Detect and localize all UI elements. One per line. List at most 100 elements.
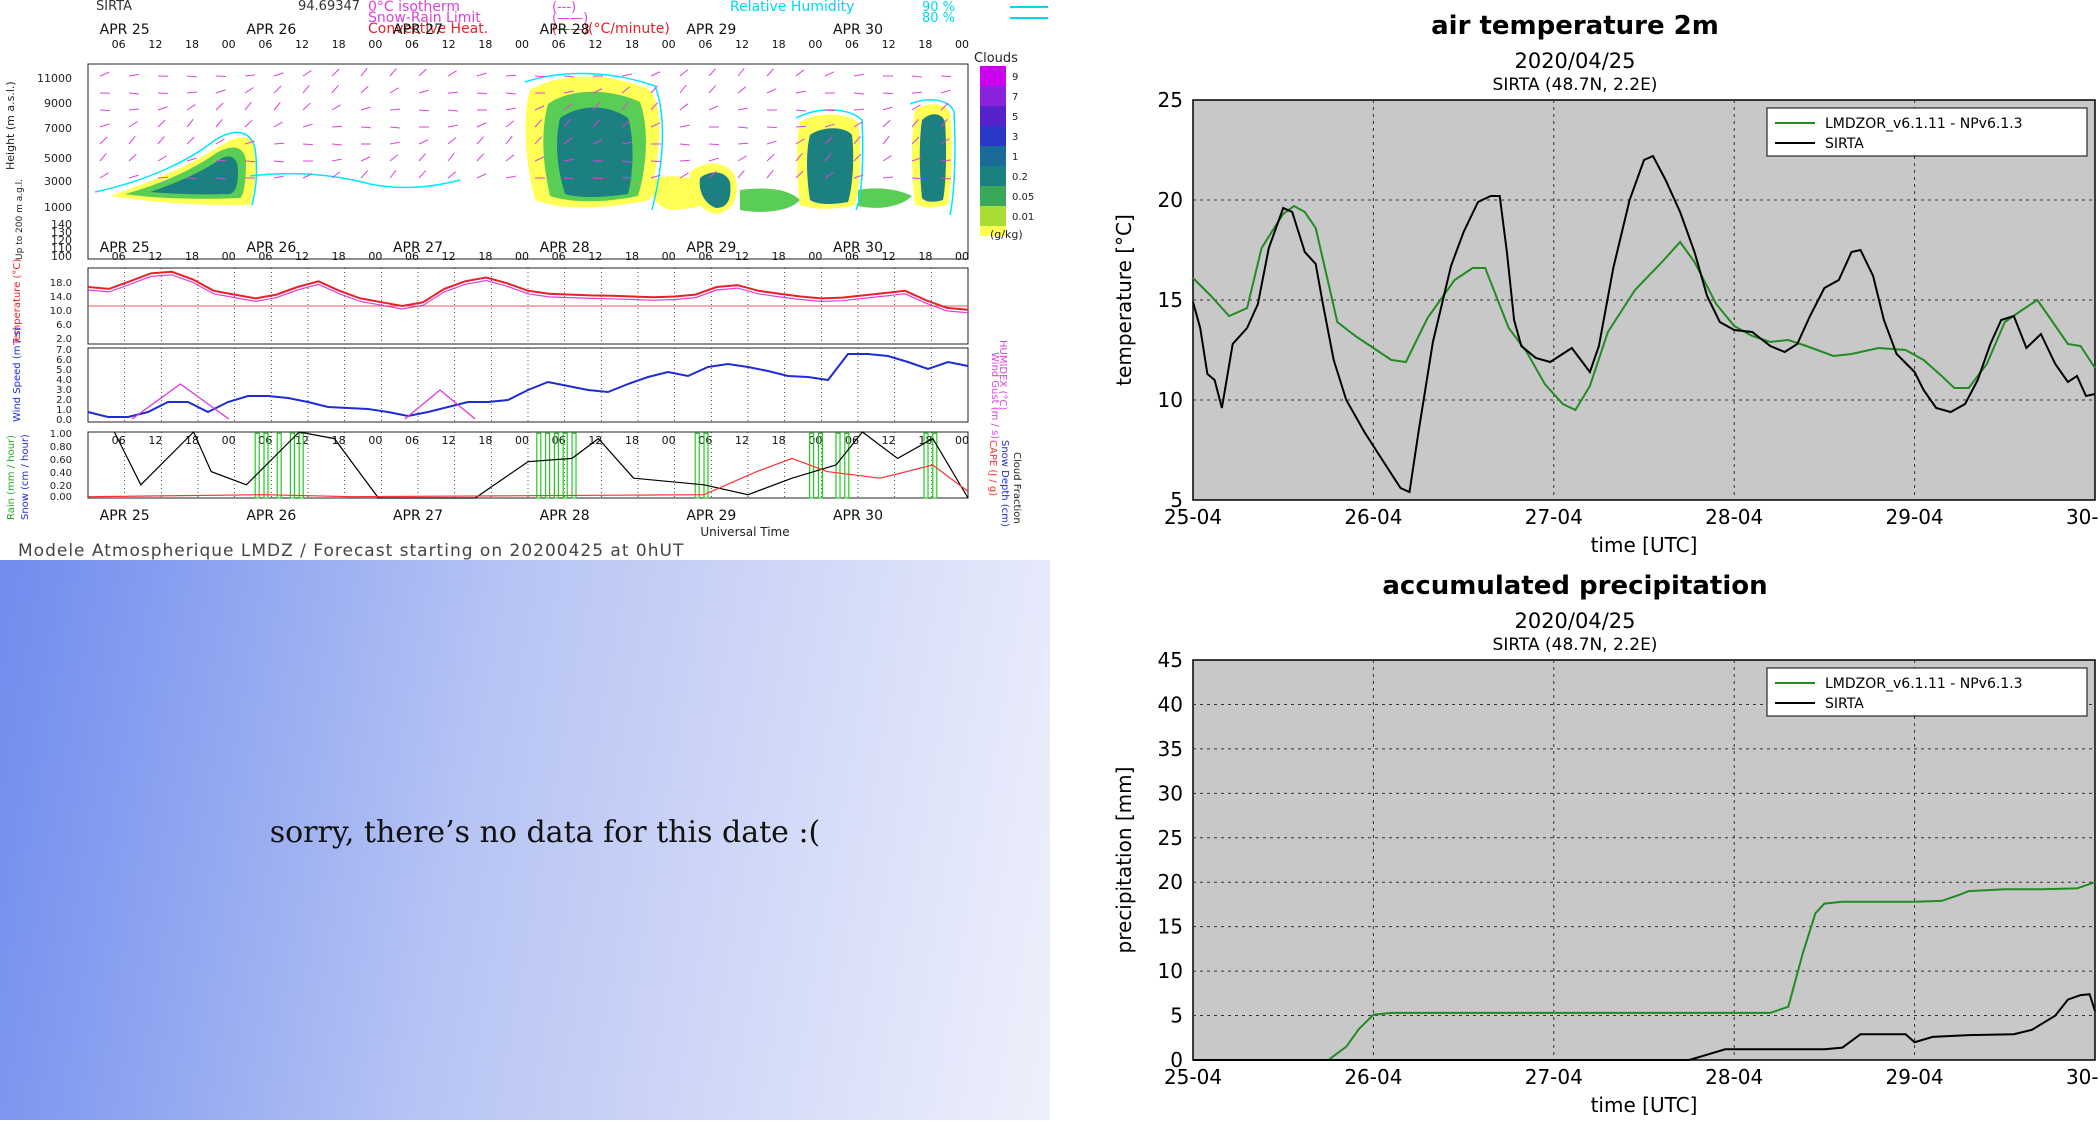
y-tick-label: 30 (1158, 781, 1183, 805)
wind-arrow (274, 161, 284, 162)
hour-label: 12 (148, 250, 162, 263)
wind-arrow (129, 109, 139, 110)
hour-label: 18 (478, 38, 492, 51)
hour-label: 00 (662, 250, 676, 263)
svg-text:7000: 7000 (44, 122, 72, 135)
gust-side-label: Wind Gust (m / s) (989, 352, 1000, 439)
svg-text:0.00: 0.00 (50, 492, 72, 503)
clouds-title: Clouds (974, 51, 1018, 66)
chart-subtitle-date: 2020/04/25 (1514, 609, 1635, 633)
rain-axis: 1.00 0.80 0.60 0.40 0.20 0.00 (50, 429, 72, 503)
hour-label: 18 (332, 38, 346, 51)
wind-arrow (506, 155, 514, 161)
y-tick-label: 10 (1158, 959, 1183, 983)
hour-label: 12 (442, 250, 456, 263)
x-axis-label: time [UTC] (1591, 533, 1698, 557)
hour-label: 00 (955, 38, 969, 51)
no-data-message: sorry, there’s no data for this date :( (0, 815, 1050, 850)
wind-arrow (419, 171, 426, 178)
wind-arrow (622, 74, 632, 76)
legend-rh-80: 80 % (922, 11, 955, 26)
hour-label: 12 (295, 434, 309, 447)
legend-label: LMDZOR_v6.1.11 - NPv6.1.3 (1825, 676, 2023, 692)
hour-label: 12 (442, 434, 456, 447)
hour-label: 00 (808, 38, 822, 51)
wind-arrow (216, 76, 226, 77)
y-axis-label: temperature [°C] (1112, 214, 1136, 386)
wind-arrow (187, 105, 195, 110)
y-tick-label: 40 (1158, 692, 1183, 716)
hour-label: 06 (258, 434, 272, 447)
hour-label: 18 (625, 250, 639, 263)
wind-arrow (767, 69, 774, 76)
wind-arrow (767, 89, 776, 93)
wind-arrow (448, 71, 457, 76)
wind-arrow (883, 136, 889, 144)
wind-arrow (448, 172, 456, 178)
height-axis: 11000 9000 7000 5000 3000 1000 140 130 1… (37, 72, 72, 263)
hour-label: 12 (588, 250, 602, 263)
plot-background (1193, 660, 2095, 1060)
wind-arrow (680, 160, 690, 161)
wind-arrow (738, 156, 747, 161)
x-tick-label: 28-04 (1705, 505, 1763, 529)
height-axis-label: Height (m a.s.l.) (4, 81, 17, 170)
wind-arrow (651, 161, 661, 162)
day-label: APR 29 (686, 22, 736, 38)
snow-depth-side-label: Snow Depth (cm) (999, 440, 1010, 527)
x-tick-label: 28-04 (1705, 1065, 1763, 1089)
wind-arrow (680, 104, 688, 110)
legend-label: SIRTA (1825, 136, 1864, 152)
wind-arrow (216, 103, 223, 110)
wind-arrow (245, 88, 253, 93)
svg-text:3000: 3000 (44, 175, 72, 188)
y-axis-label: precipitation [mm] (1112, 767, 1136, 954)
wind-arrow (738, 143, 748, 144)
rain-bar (546, 433, 550, 498)
chart-title: air temperature 2m (1431, 11, 1719, 41)
wind-speed-line (88, 354, 968, 417)
wind-arrow (506, 75, 516, 76)
wind-arrow (390, 68, 396, 76)
wind-arrow (100, 124, 109, 127)
wind-arrow (361, 127, 371, 128)
wind-arrow (854, 93, 864, 94)
wind-arrow (796, 91, 806, 93)
svg-text:5: 5 (1012, 112, 1018, 123)
wind-arrow (506, 93, 516, 94)
svg-text:10.0: 10.0 (50, 306, 72, 317)
legend-rh: Relative Humidity (730, 0, 854, 15)
wind-arrow (216, 160, 226, 161)
y-tick-label: 20 (1158, 188, 1183, 212)
wind-axis: 7.0 6.0 5.0 4.0 3.0 2.0 1.0 0.0 (56, 345, 72, 426)
hour-label: 12 (735, 38, 749, 51)
wind-arrow (361, 68, 367, 76)
day-label: APR 28 (540, 508, 590, 524)
wind-arrow (361, 107, 371, 110)
legend-convective-unit: (°C/minute) (588, 21, 670, 37)
wind-arrow (303, 124, 313, 127)
wind-arrow (390, 88, 399, 93)
svg-text:9: 9 (1012, 72, 1018, 83)
wind-arrow (361, 86, 368, 93)
meteogram-footer: Modele Atmospherique LMDZ / Forecast sta… (18, 541, 684, 560)
y-tick-label: 25 (1158, 88, 1183, 112)
no-data-panel: sorry, there’s no data for this date :( (0, 560, 1050, 1120)
wind-arrow (419, 110, 429, 111)
y-tick-label: 45 (1158, 648, 1183, 672)
wind-arrow (187, 137, 194, 144)
wind-arrow (100, 153, 106, 161)
wind-arrow (709, 158, 719, 161)
wind-arrow (158, 107, 167, 110)
day-label: APR 25 (100, 508, 150, 524)
wind-arrow (158, 120, 165, 127)
temperature-chart-svg: air temperature 2m 2020/04/25 SIRTA (48.… (1050, 0, 2100, 560)
wind-arrow (129, 93, 139, 94)
hour-label: 00 (515, 38, 529, 51)
hour-label: 06 (405, 250, 419, 263)
wind-arrow (651, 72, 660, 76)
wind-side-label: Wind Speed (m / s) (12, 327, 23, 422)
wind-arrow (506, 176, 516, 178)
hour-label: 06 (112, 250, 126, 263)
rain-bar (695, 433, 699, 498)
